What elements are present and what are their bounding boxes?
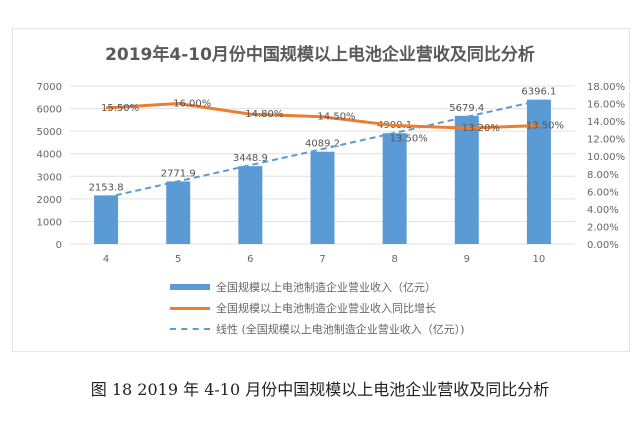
bar xyxy=(382,133,407,244)
bar-label: 2771.9 xyxy=(161,168,196,179)
y-left-tick: 0 xyxy=(56,240,62,251)
figure-caption: 图 18 2019 年 4-10 月份中国规模以上电池企业营收及同比分析 xyxy=(90,380,550,399)
line-label: 14.50% xyxy=(317,112,355,123)
y-right-tick: 8.00% xyxy=(587,170,619,181)
bar-label: 4089.2 xyxy=(305,139,340,150)
y-right-tick: 16.00% xyxy=(587,100,625,111)
y-right-tick: 4.00% xyxy=(587,205,619,216)
y-right-tick: 18.00% xyxy=(587,82,625,93)
y-left-tick: 5000 xyxy=(37,127,62,138)
line-label: 16.00% xyxy=(173,99,211,110)
legend-label: 全国规模以上电池制造企业营业收入同比增长 xyxy=(216,302,436,315)
bar-label: 3448.9 xyxy=(233,153,268,164)
x-tick: 9 xyxy=(464,254,470,265)
x-tick: 10 xyxy=(533,254,546,265)
bar-label: 2153.8 xyxy=(89,182,124,193)
y-right-tick: 14.00% xyxy=(587,117,625,128)
trendline xyxy=(105,99,540,199)
y-right-tick: 6.00% xyxy=(587,187,619,198)
legend-item-trend: 线性 (全国规模以上电池制造企业营业收入（亿元）) xyxy=(170,321,465,337)
line-label: 13.50% xyxy=(390,134,428,145)
y-right-tick: 2.00% xyxy=(587,222,619,233)
y-left-tick: 4000 xyxy=(37,150,62,161)
legend-swatch-bar xyxy=(170,284,210,290)
y-left-tick: 1000 xyxy=(37,217,62,228)
y-right-tick: 0.00% xyxy=(587,240,619,251)
bar-label: 5679.4 xyxy=(449,103,484,114)
x-tick: 8 xyxy=(391,254,397,265)
bar-label: 6396.1 xyxy=(521,87,556,98)
legend-swatch-line xyxy=(170,306,210,310)
chart-title: 2019年4-10月份中国规模以上电池企业营收及同比分析 xyxy=(105,45,535,65)
y-left-tick: 7000 xyxy=(37,82,62,93)
x-tick: 5 xyxy=(175,254,181,265)
bar xyxy=(526,99,551,244)
legend-item-line: 全国规模以上电池制造企业营业收入同比增长 xyxy=(170,300,436,316)
bar xyxy=(454,115,479,244)
legend-swatch-trend xyxy=(170,328,210,330)
line-label: 13.20% xyxy=(462,123,500,134)
y-left-tick: 6000 xyxy=(37,105,62,116)
growth-line xyxy=(105,102,539,130)
bar xyxy=(166,181,191,244)
line-label: 14.80% xyxy=(245,109,283,120)
x-tick: 4 xyxy=(103,254,109,265)
bar xyxy=(238,166,263,244)
bar xyxy=(310,151,335,244)
x-tick: 7 xyxy=(319,254,325,265)
bar xyxy=(94,195,119,244)
legend-label: 全国规模以上电池制造企业营业收入（亿元） xyxy=(216,281,436,294)
line-label: 13.50% xyxy=(526,121,564,132)
legend-item-bar: 全国规模以上电池制造企业营业收入（亿元） xyxy=(170,279,436,295)
line-label: 15.50% xyxy=(101,103,139,114)
legend-label: 线性 (全国规模以上电池制造企业营业收入（亿元）) xyxy=(216,323,465,336)
y-right-tick: 10.00% xyxy=(587,152,625,163)
y-left-tick: 2000 xyxy=(37,195,62,206)
x-tick: 6 xyxy=(247,254,253,265)
y-left-tick: 3000 xyxy=(37,172,62,183)
y-right-tick: 12.00% xyxy=(587,135,625,146)
